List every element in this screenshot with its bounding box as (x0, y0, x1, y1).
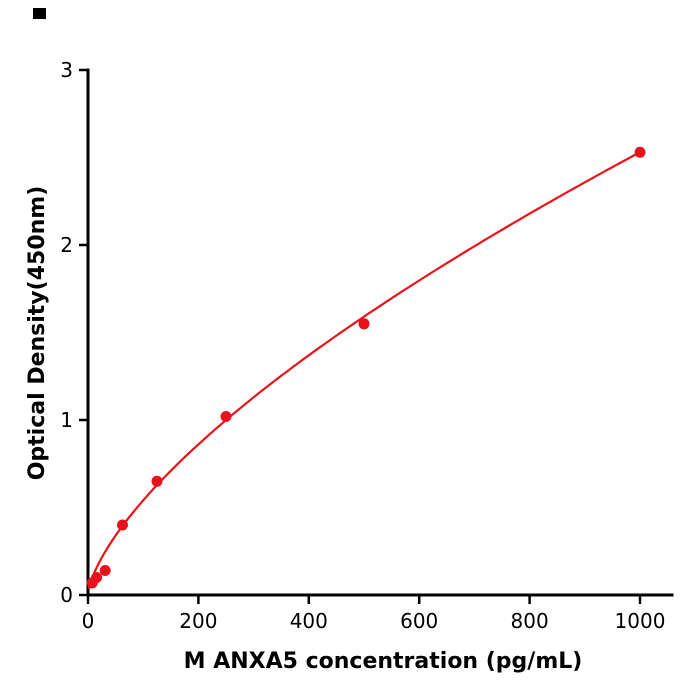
fit-curve (88, 151, 642, 590)
data-point (99, 565, 111, 576)
data-point (151, 475, 163, 487)
plot-area: 0 200 400 600 800 1000 0 1 2 3 (60, 58, 674, 633)
y-axis-label: Optical Density(450nm) (25, 186, 50, 481)
y-tick-label: 2 (60, 233, 73, 257)
x-tick-label: 600 (400, 609, 438, 633)
data-point (91, 572, 103, 583)
x-tick-label: 1000 (615, 609, 666, 633)
data-point (634, 146, 646, 158)
x-tick-label: 800 (511, 609, 549, 633)
y-tick-label: 1 (60, 408, 73, 432)
corner-mark (33, 8, 46, 19)
x-tick-label: 200 (179, 609, 217, 633)
data-point (117, 519, 128, 531)
y-tick-label: 0 (60, 583, 73, 607)
data-point (220, 411, 232, 422)
x-tick-label: 400 (290, 609, 328, 633)
x-tick-label: 0 (82, 609, 95, 633)
y-tick-label: 3 (60, 58, 73, 82)
x-axis-label: M ANXA5 concentration (pg/mL) (184, 649, 583, 674)
data-point (358, 318, 370, 330)
